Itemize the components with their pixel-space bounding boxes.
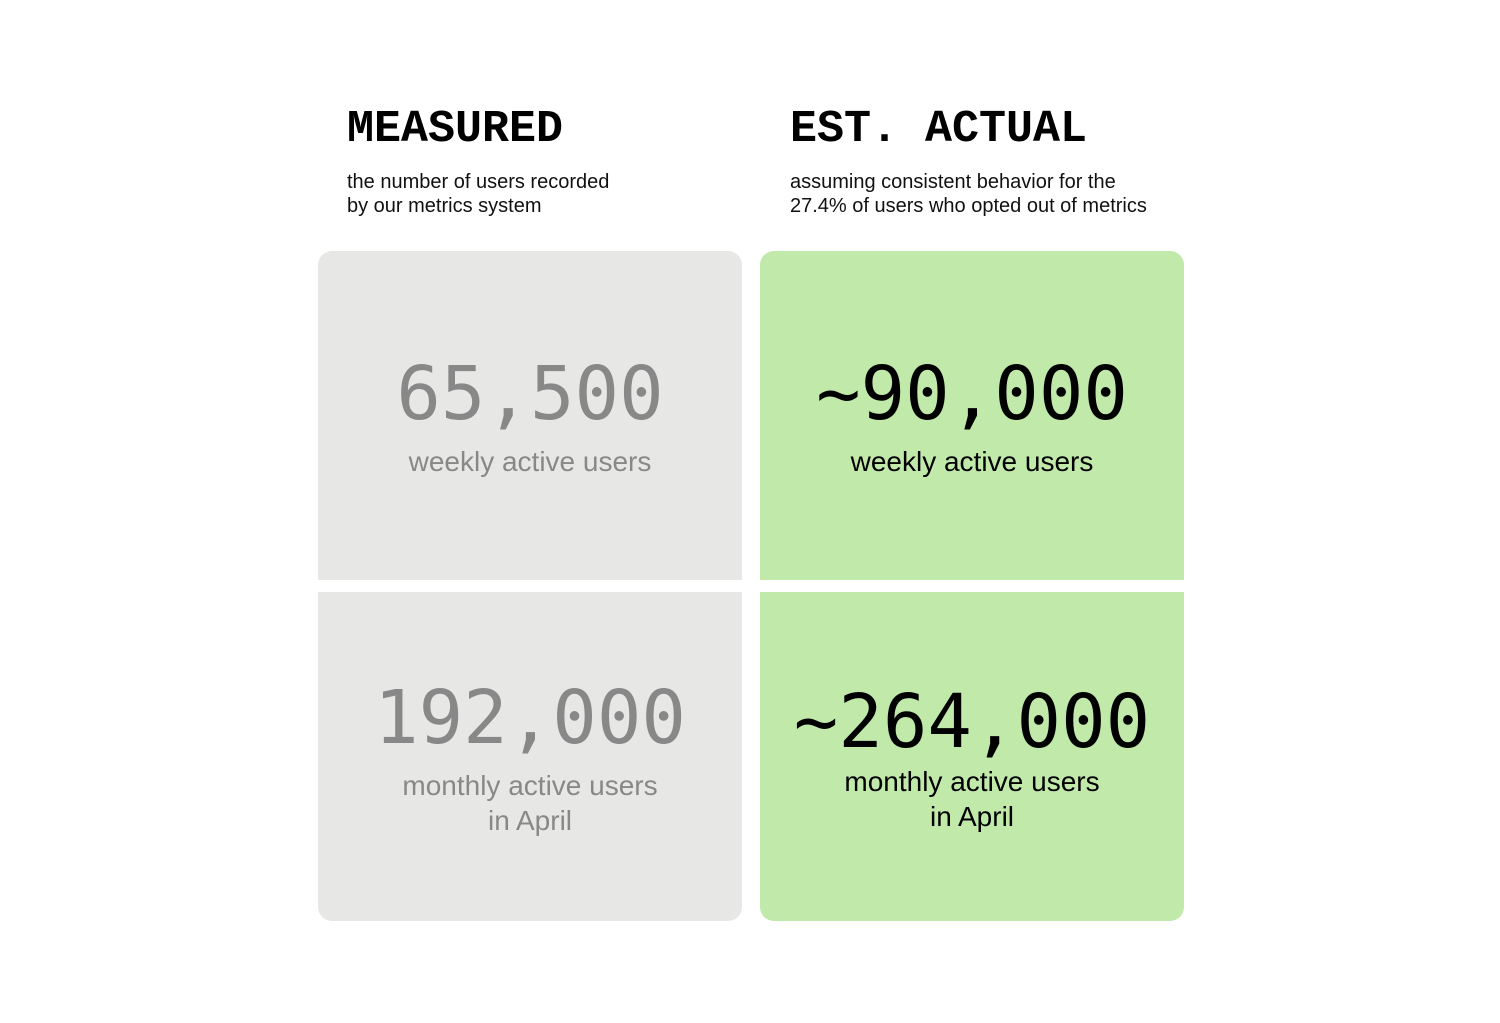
metric-card: 192,000 monthly active users in April — [318, 592, 742, 921]
metric-label: in April — [929, 800, 1015, 832]
metric-value: ~264,000 — [793, 678, 1151, 765]
metric-label: weekly active users — [408, 446, 652, 477]
metric-card: 65,500 weekly active users — [318, 251, 742, 580]
subtitle-line: by our metrics system — [347, 195, 542, 217]
column-header: MEASURED the number of users recorded by… — [347, 104, 767, 218]
metric-label: monthly active users — [844, 765, 1100, 797]
subtitle-line: 27.4% of users who opted out of metrics — [790, 195, 1147, 217]
metric-label: monthly active users — [402, 769, 658, 801]
column-header: EST. ACTUAL assuming consistent behavior… — [790, 104, 1210, 218]
subtitle-line: assuming consistent behavior for the — [790, 171, 1116, 193]
metric-value: ~90,000 — [816, 351, 1128, 437]
subtitle-line: the number of users recorded — [347, 171, 610, 193]
metric-label: weekly active users — [850, 446, 1094, 477]
column-title: EST. ACTUAL — [790, 104, 1088, 155]
metric-card: ~90,000 weekly active users — [760, 251, 1184, 580]
metric-value: 192,000 — [374, 674, 686, 761]
metric-card: ~264,000 monthly active users in April — [760, 592, 1184, 921]
metric-label: in April — [487, 804, 573, 836]
metric-value: 65,500 — [396, 351, 664, 437]
column-title: MEASURED — [347, 104, 564, 155]
